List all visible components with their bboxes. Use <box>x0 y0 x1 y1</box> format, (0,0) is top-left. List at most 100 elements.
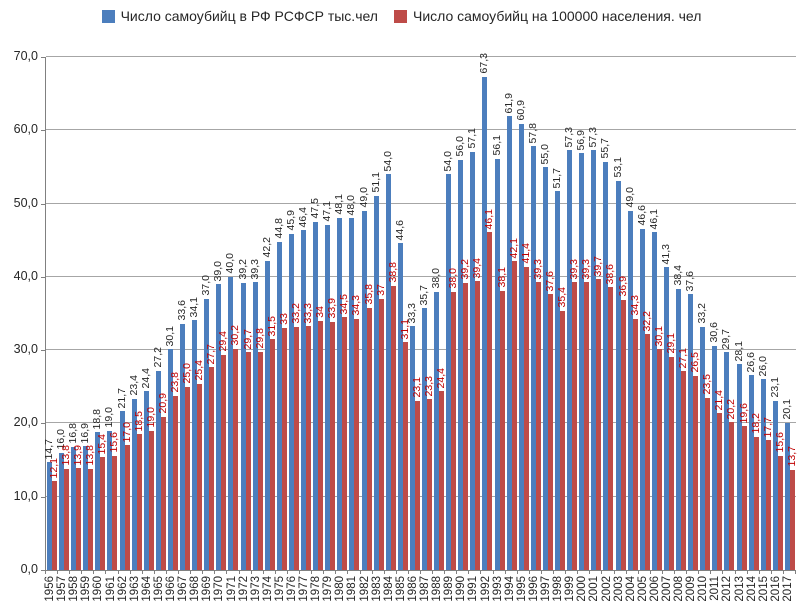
bar-per100k-2007 <box>668 356 674 570</box>
bar-label-per100k-2017: 13,7 <box>785 446 798 467</box>
bar-per100k-1983 <box>378 298 384 570</box>
x-tick-label-1961: 1961 <box>104 576 117 602</box>
x-axis-tick <box>649 570 651 574</box>
bar-per100k-2017 <box>789 469 795 570</box>
y-tick-label: 70,0 <box>13 49 38 63</box>
x-axis-tick <box>286 570 288 574</box>
bar-thousands-1981 <box>349 218 355 570</box>
bar-thousands-1991 <box>470 151 476 570</box>
x-tick-label-1972: 1972 <box>237 576 250 602</box>
bar-label-thousands-2010: 33,2 <box>696 303 709 324</box>
x-axis-tick <box>81 570 83 574</box>
x-axis-tick <box>746 570 748 574</box>
bar-thousands-1983 <box>373 195 379 570</box>
bar-per100k-1957 <box>64 468 70 570</box>
x-tick-label-1982: 1982 <box>358 576 371 602</box>
x-axis-tick <box>165 570 167 574</box>
x-tick-label-2016: 2016 <box>769 576 782 602</box>
bar-label-thousands-1975: 44,8 <box>272 218 285 239</box>
x-tick-label-2013: 2013 <box>733 576 746 602</box>
x-axis-tick <box>93 570 95 574</box>
bar-label-thousands-2004: 49,0 <box>623 187 636 208</box>
x-tick-label-1969: 1969 <box>201 576 214 602</box>
x-axis-tick <box>214 570 216 574</box>
bar-thousands-1975 <box>276 241 282 570</box>
x-axis-tick <box>407 570 409 574</box>
bar-per100k-1961 <box>112 455 118 570</box>
bar-label-thousands-1968: 34,1 <box>188 296 201 318</box>
bar-thousands-2017 <box>784 422 790 570</box>
x-axis-tick <box>468 570 470 574</box>
bar-label-thousands-1985: 44,6 <box>393 219 406 241</box>
x-tick-label-1994: 1994 <box>503 576 516 602</box>
x-axis-tick <box>420 570 421 574</box>
x-axis-tick <box>69 570 71 574</box>
bar-label-thousands-1964: 24,4 <box>139 367 152 389</box>
bar-thousands-1979 <box>325 224 331 570</box>
bar-thousands-1984 <box>385 174 391 570</box>
bar-label-thousands-1984: 54,0 <box>381 150 394 172</box>
x-tick-label-1999: 1999 <box>564 576 577 602</box>
bar-thousands-1960 <box>95 432 101 570</box>
bar-thousands-1976 <box>288 233 294 570</box>
x-tick-label-1956: 1956 <box>44 576 57 602</box>
bar-thousands-1992 <box>482 76 488 570</box>
bar-per100k-1982 <box>366 307 372 570</box>
bar-label-thousands-1994: 61,9 <box>502 92 515 114</box>
bar-per100k-1979 <box>330 321 336 570</box>
x-tick-label-2008: 2008 <box>673 576 686 602</box>
x-tick-label-1976: 1976 <box>285 576 298 602</box>
bar-label-thousands-1986: 33,3 <box>405 302 418 323</box>
x-tick-label-2001: 2001 <box>588 576 601 602</box>
bar-label-thousands-2003: 53,1 <box>611 157 624 178</box>
y-tick-label: 30,0 <box>13 342 38 357</box>
bar-thousands-1969 <box>204 298 210 570</box>
bar-thousands-1959 <box>83 446 89 570</box>
bar-per100k-1986 <box>414 400 420 570</box>
x-axis-tick <box>395 570 397 574</box>
bar-per100k-2006 <box>656 349 662 570</box>
y-axis-tick <box>41 276 45 278</box>
bar-per100k-1972 <box>245 352 251 570</box>
y-tick-label: 20,0 <box>13 415 38 430</box>
bar-per100k-1958 <box>76 468 82 570</box>
bar-thousands-1987 <box>422 308 427 570</box>
bar-per100k-2015 <box>765 440 771 570</box>
x-axis-tick <box>577 570 579 574</box>
x-axis-tick <box>274 570 276 574</box>
bar-per100k-1992 <box>487 232 493 570</box>
x-axis-tick <box>335 570 337 574</box>
x-axis-tick <box>504 570 506 574</box>
y-axis-tick <box>41 570 45 571</box>
gridline <box>46 422 796 424</box>
x-tick-label-1995: 1995 <box>515 576 528 602</box>
gridline <box>46 129 796 131</box>
x-axis-tick <box>540 570 542 574</box>
bar-per100k-1980 <box>342 317 348 570</box>
gridline <box>46 202 796 204</box>
bar-label-thousands-1965: 27,2 <box>151 347 164 368</box>
bar-per100k-1997 <box>547 294 553 570</box>
bar-per100k-2008 <box>681 371 687 570</box>
bar-per100k-1956 <box>52 481 57 570</box>
gridline <box>46 56 796 57</box>
x-tick-label-1989: 1989 <box>443 576 456 602</box>
x-axis-tick <box>589 570 591 574</box>
x-axis-tick <box>129 570 131 574</box>
bar-thousands-1995 <box>518 123 524 570</box>
bar-per100k-1969 <box>209 367 215 570</box>
bar-per100k-2016 <box>777 455 783 570</box>
bar-thousands-1973 <box>252 282 258 570</box>
x-tick-label-1992: 1992 <box>479 576 492 602</box>
y-tick-label: 10,0 <box>13 488 38 503</box>
gridline <box>46 275 796 277</box>
bar-label-thousands-2014: 26,6 <box>744 351 757 373</box>
bar-per100k-1998 <box>560 310 566 570</box>
x-tick-label-1997: 1997 <box>540 576 553 602</box>
x-axis-tick <box>226 570 228 574</box>
bar-per100k-1974 <box>269 339 275 570</box>
bar-thousands-1963 <box>131 398 137 570</box>
chart-legend: Число самоубийц в РФ РСФСР тыс.чел Число… <box>0 8 803 24</box>
bar-label-thousands-1974: 42,2 <box>260 237 273 258</box>
bar-thousands-1986 <box>409 325 415 570</box>
